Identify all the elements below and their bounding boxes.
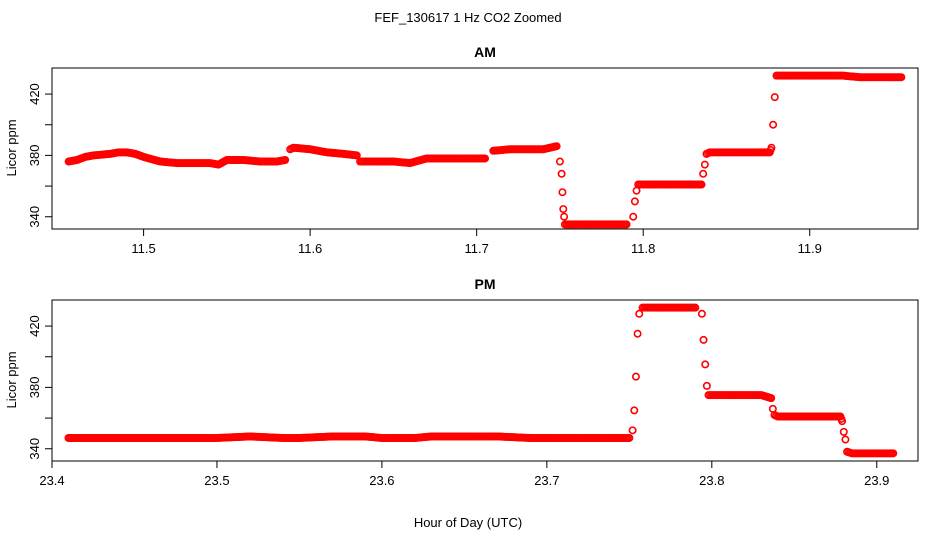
data-point-am (629, 212, 638, 221)
ticks-am: 11.5 11.6 11.7 11.8 11.9 340 380 420 (27, 83, 822, 256)
data-point-pm (697, 309, 706, 318)
points-am (64, 71, 906, 229)
panel-am: AM Licor ppm 11.5 11.6 11.7 11.8 11.9 340 380 4… (4, 44, 919, 256)
points-pm (64, 303, 898, 458)
y-axis-label-pm: Licor ppm (4, 351, 19, 408)
data-point-am (696, 180, 705, 189)
x-tick-label-am: 11.6 (298, 241, 322, 256)
data-point-am (351, 151, 360, 160)
x-tick-label-am: 11.7 (465, 241, 489, 256)
y-tick-label-am: 420 (27, 83, 42, 105)
x-tick-label-am: 11.5 (131, 241, 155, 256)
data-point-pm (631, 372, 640, 381)
data-point-pm (887, 449, 896, 458)
data-point-pm (765, 393, 774, 402)
data-point-pm (699, 335, 708, 344)
data-point-am (895, 73, 904, 82)
data-point-am (279, 156, 288, 165)
data-point-pm (837, 414, 846, 423)
data-point-am (770, 93, 779, 102)
data-point-pm (689, 303, 698, 312)
y-tick-label-pm: 380 (27, 377, 42, 399)
panel-title-am: AM (474, 44, 496, 60)
x-tick-label-pm: 23.5 (204, 473, 229, 488)
data-point-am (555, 157, 564, 166)
data-point-am (560, 212, 569, 221)
y-tick-label-am: 380 (27, 145, 42, 167)
data-point-pm (839, 427, 848, 436)
data-point-am (700, 160, 709, 169)
data-point-pm (701, 360, 710, 369)
data-point-am (558, 188, 567, 197)
x-tick-label-pm: 23.6 (369, 473, 394, 488)
y-tick-label-pm: 420 (27, 315, 42, 337)
data-point-am (551, 142, 560, 151)
data-point-pm (628, 426, 637, 435)
plot-frame-am (51, 67, 919, 230)
y-tick-label-am: 340 (27, 206, 42, 228)
data-point-am (557, 169, 566, 178)
x-tick-label-pm: 23.9 (864, 473, 889, 488)
data-point-am (559, 205, 568, 214)
x-tick-label-am: 11.9 (798, 241, 822, 256)
data-point-am (699, 169, 708, 178)
data-point-am (621, 220, 630, 229)
x-tick-label-am: 11.8 (631, 241, 655, 256)
plot-frame-pm (51, 299, 919, 462)
data-point-pm (635, 309, 644, 318)
y-axis-label-am: Licor ppm (4, 119, 19, 176)
data-point-pm (630, 406, 639, 415)
x-axis-label: Hour of Day (UTC) (414, 515, 522, 530)
data-point-am (769, 120, 778, 129)
x-tick-label-pm: 23.7 (534, 473, 559, 488)
data-point-pm (702, 381, 711, 390)
data-point-am (766, 146, 775, 155)
data-point-am (630, 197, 639, 206)
y-tick-label-pm: 340 (27, 438, 42, 460)
panel-pm: PM Licor ppm 23.4 23.5 23.6 23.7 23.8 23.9 340… (4, 276, 919, 488)
figure-title: FEF_130617 1 Hz CO2 Zoomed (374, 10, 561, 25)
panel-title-pm: PM (475, 276, 496, 292)
data-point-am (479, 154, 488, 163)
data-point-pm (623, 433, 632, 442)
ticks-pm: 23.4 23.5 23.6 23.7 23.8 23.9 340 380 420 (27, 315, 889, 488)
x-tick-label-pm: 23.4 (39, 473, 64, 488)
x-tick-label-pm: 23.8 (699, 473, 724, 488)
data-point-pm (633, 329, 642, 338)
data-point-pm (841, 435, 850, 444)
